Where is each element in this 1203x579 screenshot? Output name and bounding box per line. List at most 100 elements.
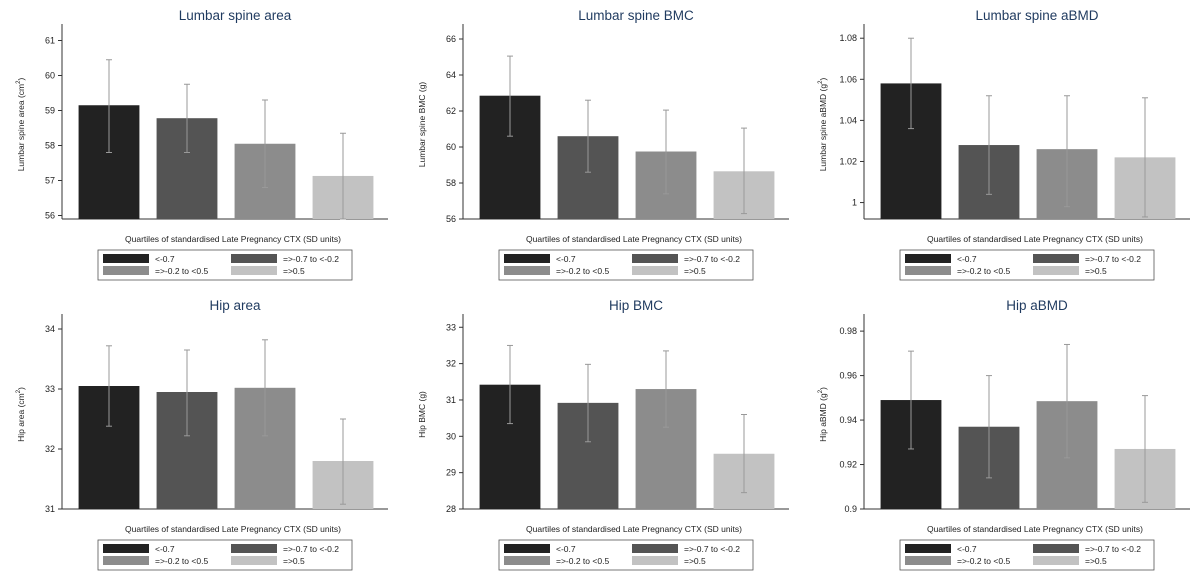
legend-swatch (1033, 254, 1079, 263)
x-axis-label: Quartiles of standardised Late Pregnancy… (526, 524, 742, 534)
legend-label: <-0.7 (957, 254, 977, 264)
legend-swatch (504, 556, 550, 565)
y-tick-label: 0.96 (839, 371, 857, 381)
y-tick-label: 34 (45, 324, 55, 334)
y-tick-label: 60 (45, 71, 55, 81)
y-axis-label: Hip BMC (g) (417, 391, 427, 438)
chart-title: Hip aBMD (1006, 298, 1068, 313)
x-axis-label: Quartiles of standardised Late Pregnancy… (125, 234, 341, 244)
chart-panel: Lumbar spine aBMD Lumbar spine aBMD (g2) 1… (818, 8, 1190, 281)
legend-label: =>-0.2 to <0.5 (155, 266, 208, 276)
legend-swatch (1033, 266, 1079, 275)
y-axis-label: Lumbar spine area (cm2) (16, 78, 26, 172)
y-tick-label: 64 (446, 70, 456, 80)
x-axis-label: Quartiles of standardised Late Pregnancy… (927, 524, 1143, 534)
legend-swatch (103, 254, 149, 263)
legend-label: =>0.5 (283, 266, 305, 276)
y-tick-label: 1.02 (839, 156, 857, 166)
legend-swatch (905, 266, 951, 275)
y-axis-label: Hip area (cm2) (16, 387, 26, 442)
legend-label: =>-0.7 to <-0.2 (684, 254, 740, 264)
y-tick-label: 30 (446, 431, 456, 441)
y-tick-label: 32 (446, 359, 456, 369)
legend-swatch (103, 556, 149, 565)
legend-swatch (231, 254, 277, 263)
y-tick-label: 29 (446, 468, 456, 478)
legend-label: =>-0.7 to <-0.2 (283, 254, 339, 264)
y-tick-label: 59 (45, 106, 55, 116)
y-tick-label: 33 (446, 322, 456, 332)
legend-label: =>-0.7 to <-0.2 (1085, 254, 1141, 264)
legend-label: <-0.7 (155, 544, 175, 554)
legend-swatch (1033, 556, 1079, 565)
x-axis-label: Quartiles of standardised Late Pregnancy… (927, 234, 1143, 244)
y-tick-label: 66 (446, 34, 456, 44)
y-tick-label: 58 (446, 178, 456, 188)
y-tick-label: 32 (45, 444, 55, 454)
legend-swatch (905, 254, 951, 263)
chart-panel: Hip area Hip area (cm2) 31 32 33 34 Quartiles … (16, 298, 388, 571)
y-tick-label: 58 (45, 141, 55, 151)
y-tick-label: 56 (446, 214, 456, 224)
y-tick-label: 62 (446, 106, 456, 116)
legend-swatch (504, 266, 550, 275)
legend-label: =>-0.7 to <-0.2 (684, 544, 740, 554)
y-tick-label: 61 (45, 36, 55, 46)
legend-label: =>0.5 (1085, 266, 1107, 276)
y-tick-label: 0.92 (839, 460, 857, 470)
chart-panel: Lumbar spine area Lumbar spine area (cm2)… (16, 8, 388, 281)
x-axis-label: Quartiles of standardised Late Pregnancy… (125, 524, 341, 534)
y-axis-label: Lumbar spine BMC (g) (417, 82, 427, 168)
legend-swatch (504, 254, 550, 263)
y-axis-label: Hip aBMD (g2) (818, 387, 828, 442)
y-tick-label: 60 (446, 142, 456, 152)
y-tick-label: 0.94 (839, 415, 857, 425)
y-tick-label: 1.04 (839, 115, 857, 125)
legend-label: =>-0.2 to <0.5 (556, 266, 609, 276)
legend-label: =>-0.2 to <0.5 (556, 556, 609, 566)
y-tick-label: 1.06 (839, 74, 857, 84)
x-axis-label: Quartiles of standardised Late Pregnancy… (526, 234, 742, 244)
y-axis-label: Lumbar spine aBMD (g2) (818, 78, 828, 172)
legend-label: =>0.5 (684, 266, 706, 276)
legend-swatch (905, 556, 951, 565)
y-tick-label: 56 (45, 211, 55, 221)
legend-swatch (632, 544, 678, 553)
legend-swatch (103, 266, 149, 275)
chart-panel: Hip aBMD Hip aBMD (g2) 0.9 0.92 0.94 0.96 0.98… (818, 298, 1190, 571)
legend-label: =>-0.2 to <0.5 (957, 556, 1010, 566)
y-tick-label: 57 (45, 176, 55, 186)
legend-swatch (1033, 544, 1079, 553)
chart-title: Lumbar spine BMC (578, 8, 694, 23)
y-tick-label: 31 (45, 504, 55, 514)
legend-label: =>0.5 (283, 556, 305, 566)
y-tick-label: 0.9 (844, 504, 857, 514)
legend-label: =>0.5 (684, 556, 706, 566)
chart-title: Hip BMC (609, 298, 663, 313)
legend-swatch (231, 266, 277, 275)
legend-label: =>-0.7 to <-0.2 (1085, 544, 1141, 554)
legend-swatch (632, 266, 678, 275)
legend-label: <-0.7 (556, 254, 576, 264)
legend-label: =>-0.2 to <0.5 (957, 266, 1010, 276)
y-tick-label: 1 (852, 198, 857, 208)
legend-label: <-0.7 (957, 544, 977, 554)
chart-title: Hip area (209, 298, 261, 313)
y-tick-label: 33 (45, 384, 55, 394)
y-tick-label: 1.08 (839, 33, 857, 43)
legend-swatch (504, 544, 550, 553)
legend-swatch (231, 556, 277, 565)
legend-swatch (632, 254, 678, 263)
chart-title: Lumbar spine area (179, 8, 292, 23)
legend-swatch (103, 544, 149, 553)
legend-label: <-0.7 (155, 254, 175, 264)
y-tick-label: 31 (446, 395, 456, 405)
y-tick-label: 0.98 (839, 326, 857, 336)
legend-label: <-0.7 (556, 544, 576, 554)
legend-swatch (632, 556, 678, 565)
chart-panel: Hip BMC Hip BMC (g) 28 29 30 31 32 33 Quartiles … (417, 298, 789, 571)
legend-label: =>0.5 (1085, 556, 1107, 566)
legend-label: =>-0.2 to <0.5 (155, 556, 208, 566)
chart-title: Lumbar spine aBMD (975, 8, 1098, 23)
chart-panel: Lumbar spine BMC Lumbar spine BMC (g) 56 58… (417, 8, 789, 281)
